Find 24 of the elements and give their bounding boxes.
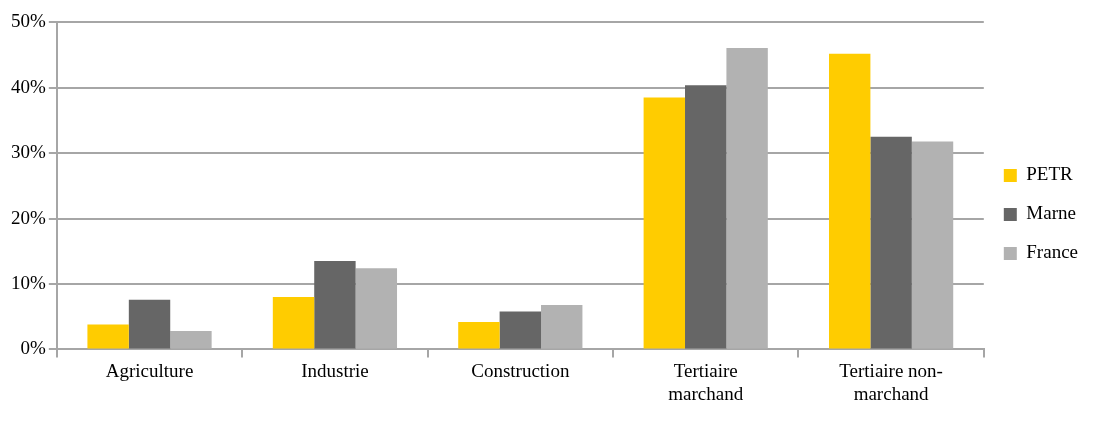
y-tick-label: 0% — [20, 337, 46, 359]
y-tick-label: 10% — [11, 271, 46, 293]
legend-label: Marne — [1026, 202, 1076, 224]
bar — [128, 299, 171, 349]
x-tick-label: Industrie — [301, 359, 369, 381]
bar — [685, 85, 727, 349]
bar — [643, 97, 686, 349]
bar — [458, 321, 500, 349]
y-tick-label: 40% — [11, 75, 46, 97]
bar — [87, 324, 129, 349]
y-tick-label: 20% — [11, 206, 46, 228]
bar — [870, 136, 912, 349]
bar — [829, 53, 871, 349]
legend-label: PETR — [1026, 163, 1074, 185]
x-tick-label: Tertiaire marchand — [668, 359, 744, 404]
y-tick-label: 50% — [11, 10, 46, 32]
x-tick-label: Agriculture — [105, 359, 194, 381]
x-tick-label: Tertiaire non-marchand — [839, 359, 943, 404]
bar — [499, 311, 542, 349]
legend-label: France — [1026, 241, 1079, 263]
bar — [272, 297, 315, 349]
y-tick-label: 30% — [11, 141, 46, 163]
bar — [314, 261, 356, 349]
x-tick-label: Construction — [471, 359, 570, 381]
